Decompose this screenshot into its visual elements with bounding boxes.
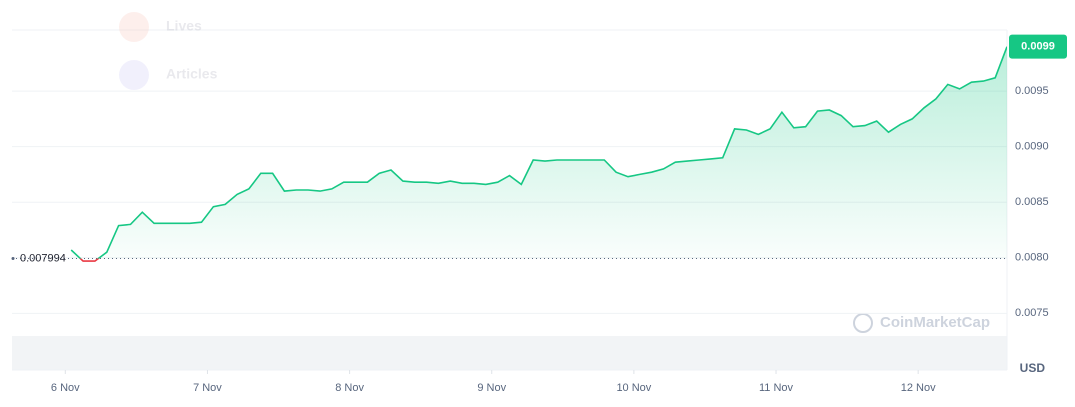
area xyxy=(71,46,1007,259)
reference-dot xyxy=(11,256,15,260)
overlay-item: Articles xyxy=(166,66,218,82)
logo xyxy=(853,313,873,333)
x-tick-label: 11 Nov xyxy=(759,382,794,394)
overlay-item: Lives xyxy=(166,18,202,34)
y-tick-label: 0.0095 xyxy=(1015,85,1049,97)
watermark-text: CoinMarketCap xyxy=(880,314,990,331)
y-tick-label: 0.0080 xyxy=(1015,252,1049,264)
x-tick-label: 6 Nov xyxy=(51,382,80,394)
x-tick-label: 8 Nov xyxy=(335,382,364,394)
y-tick-label: 0.0085 xyxy=(1015,196,1049,208)
x-tick-label: 7 Nov xyxy=(193,382,222,394)
watermark: CoinMarketCap xyxy=(853,313,990,333)
price-line xyxy=(70,46,1007,259)
current-badge xyxy=(1009,34,1067,59)
current-label: 0.0099 xyxy=(1021,41,1055,53)
x-tick-label: 12 Nov xyxy=(901,382,936,394)
x-tick-label: 10 Nov xyxy=(616,382,651,394)
currency: USD xyxy=(1020,361,1046,375)
y-tick-label: 0.0090 xyxy=(1015,141,1049,153)
reference-label: 0.007994 xyxy=(20,252,66,264)
y-tick-label: 0.0075 xyxy=(1015,307,1049,319)
icon xyxy=(119,60,149,90)
overlay-menu: Lives Articles xyxy=(119,12,218,90)
icon xyxy=(119,12,149,42)
x-tick-label: 9 Nov xyxy=(477,382,506,394)
volume-band xyxy=(12,336,1007,370)
